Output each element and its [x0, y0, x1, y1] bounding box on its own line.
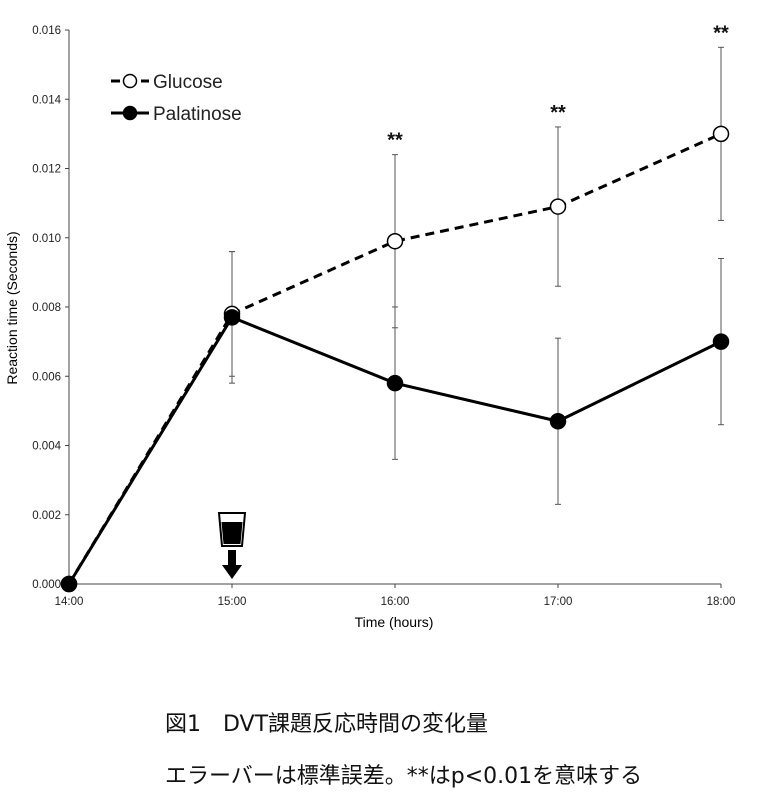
x-tick-label: 16:00 [381, 596, 410, 608]
y-tick-label: 0.002 [32, 510, 61, 522]
legend-label-palatinose: Palatinose [153, 104, 242, 125]
y-axis-label: Reaction time (Seconds) [4, 231, 20, 384]
y-tick-label: 0.014 [32, 94, 61, 106]
x-axis-label: Time (hours) [355, 614, 434, 630]
legend: Glucose Palatinose [111, 72, 242, 125]
y-tick-label: 0.000 [32, 579, 61, 591]
legend-marker-palatinose [122, 105, 138, 121]
y-tick-label: 0.010 [32, 233, 61, 245]
drink-cup-icon [217, 512, 247, 547]
y-tick-label: 0.016 [32, 25, 61, 37]
x-tick-label: 15:00 [218, 596, 247, 608]
y-tick-label: 0.006 [32, 371, 61, 383]
intake-marker [217, 512, 247, 579]
significance-marker: ** [387, 130, 403, 152]
y-tick-label: 0.008 [32, 302, 61, 314]
data-point-palatinose [549, 413, 567, 430]
significance-marker: ** [550, 102, 566, 124]
y-axis-ticks: 0.000 0.002 0.004 0.006 0.008 0.010 0.012 0.014… [32, 25, 69, 591]
arrow-head [222, 565, 242, 579]
data-point-palatinose [60, 575, 78, 593]
figure-caption-note: エラーバーは標準誤差。**はp<0.01を意味する [165, 764, 643, 789]
figure-caption-title: 図1 DVT課題反応時間の変化量 [165, 712, 489, 737]
x-tick-label: 18:00 [707, 596, 736, 608]
data-point-glucose [712, 125, 730, 143]
legend-marker-glucose [122, 73, 138, 89]
reaction-time-chart: 0.000 0.002 0.004 0.006 0.008 0.010 0.012 0.014… [4, 22, 736, 630]
y-tick-label: 0.004 [32, 441, 61, 453]
down-arrow-icon [222, 550, 242, 579]
x-tick-label: 17:00 [544, 596, 573, 608]
x-axis-ticks: 14:00 15:00 16:00 17:00 18:00 [55, 584, 736, 608]
error-bars [229, 46, 724, 505]
legend-label-glucose: Glucose [153, 72, 223, 93]
data-point-palatinose [223, 309, 241, 326]
x-tick-label: 14:00 [55, 596, 84, 608]
data-point-palatinose [386, 374, 404, 392]
arrow-shaft [228, 550, 236, 566]
cup-liquid [221, 522, 243, 544]
series-markers [60, 125, 730, 593]
data-point-glucose [386, 232, 404, 250]
data-point-glucose [549, 198, 567, 215]
significance-annotations: ** ** ** [387, 22, 729, 151]
y-tick-label: 0.012 [32, 164, 61, 176]
data-point-palatinose [712, 333, 730, 350]
significance-marker: ** [713, 22, 729, 44]
